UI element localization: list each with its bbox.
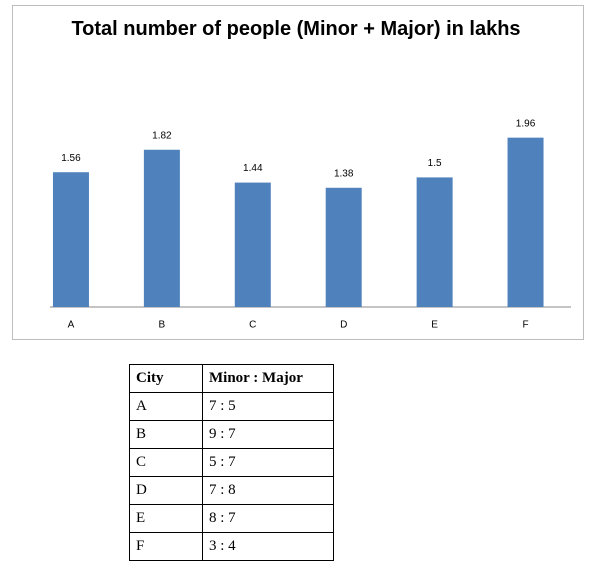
- bar: [234, 182, 271, 307]
- data-label: 1.5: [428, 158, 442, 169]
- chart-title: Total number of people (Minor + Major) i…: [71, 18, 521, 40]
- table-cell: Minor : Major: [202, 364, 334, 393]
- bar: [143, 149, 180, 307]
- table-cell: 3 : 4: [202, 532, 334, 561]
- data-label: 1.44: [243, 163, 263, 174]
- table-cell: 7 : 8: [202, 476, 334, 505]
- x-tick-label: E: [431, 320, 438, 331]
- table-cell: C: [129, 448, 203, 477]
- table-cell: E: [129, 504, 203, 533]
- bar: [325, 187, 362, 307]
- data-label: 1.96: [516, 118, 536, 129]
- bar: [416, 177, 453, 307]
- table-cell: A: [129, 392, 203, 421]
- table-cell: D: [129, 476, 203, 505]
- table-cell: 7 : 5: [202, 392, 334, 421]
- x-tick-label: F: [522, 320, 528, 331]
- table-cell: F: [129, 532, 203, 561]
- table-cell: 9 : 7: [202, 420, 334, 449]
- table-cell: City: [129, 364, 203, 393]
- table-cell: 8 : 7: [202, 504, 334, 533]
- x-tick-label: B: [159, 320, 166, 331]
- table-row: City Minor : Major: [129, 364, 334, 393]
- chart-frame: [12, 5, 584, 340]
- data-label: 1.56: [61, 153, 81, 164]
- x-tick-label: C: [249, 320, 256, 331]
- data-label: 1.38: [334, 168, 354, 179]
- table-cell: 5 : 7: [202, 448, 334, 477]
- table-cell: B: [129, 420, 203, 449]
- x-tick-label: D: [340, 320, 347, 331]
- data-label: 1.82: [152, 130, 172, 141]
- chart: A 1.56 B 1.82 C 1.44 D 1.38 E 1.5 F 1.96: [50, 118, 571, 331]
- bar: [507, 137, 544, 307]
- x-tick-label: A: [68, 320, 75, 331]
- bar: [52, 172, 89, 307]
